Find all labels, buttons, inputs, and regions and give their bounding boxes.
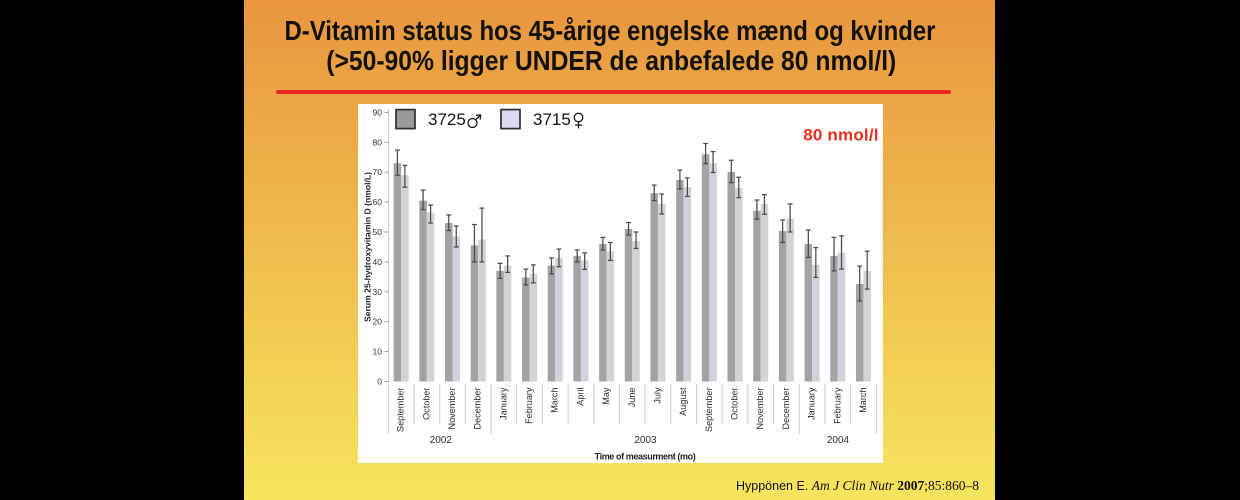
svg-text:3715: 3715: [533, 110, 571, 129]
svg-text:20: 20: [373, 317, 383, 327]
svg-text:90: 90: [373, 107, 383, 117]
svg-text:May: May: [601, 387, 611, 405]
svg-text:July: July: [652, 387, 662, 404]
svg-text:June: June: [627, 388, 637, 408]
svg-text:March: March: [550, 388, 560, 413]
svg-text:February: February: [524, 387, 534, 424]
svg-text:February: February: [832, 387, 842, 424]
svg-text:October: October: [421, 388, 431, 420]
svg-text:September: September: [704, 388, 714, 432]
svg-text:March: March: [858, 388, 868, 413]
svg-text:30: 30: [373, 287, 383, 297]
svg-text:April: April: [575, 388, 585, 406]
svg-text:80: 80: [373, 137, 383, 147]
svg-text:70: 70: [373, 167, 383, 177]
svg-text:Time of measurment (mo): Time of measurment (mo): [595, 452, 696, 462]
svg-text:50: 50: [373, 227, 383, 237]
svg-text:3725: 3725: [428, 110, 466, 129]
svg-text:November: November: [447, 388, 457, 430]
svg-text:80 nmol/l: 80 nmol/l: [803, 126, 879, 145]
svg-text:2003: 2003: [634, 435, 657, 446]
svg-text:October: October: [730, 388, 740, 420]
svg-text:August: August: [678, 387, 688, 416]
svg-text:40: 40: [373, 257, 383, 267]
svg-text:10: 10: [373, 347, 383, 357]
svg-text:2004: 2004: [827, 435, 850, 446]
svg-text:November: November: [755, 388, 765, 430]
svg-text:60: 60: [373, 197, 383, 207]
svg-text:January: January: [807, 387, 817, 420]
svg-text:0: 0: [377, 377, 382, 387]
svg-text:December: December: [781, 388, 791, 430]
svg-text:September: September: [396, 388, 406, 432]
svg-text:January: January: [498, 387, 508, 420]
svg-text:December: December: [473, 388, 483, 430]
svg-text:Serum 25-hydroxyvitamin D (nmo: Serum 25-hydroxyvitamin D (nmol/L): [363, 172, 373, 322]
svg-text:2002: 2002: [430, 435, 453, 446]
